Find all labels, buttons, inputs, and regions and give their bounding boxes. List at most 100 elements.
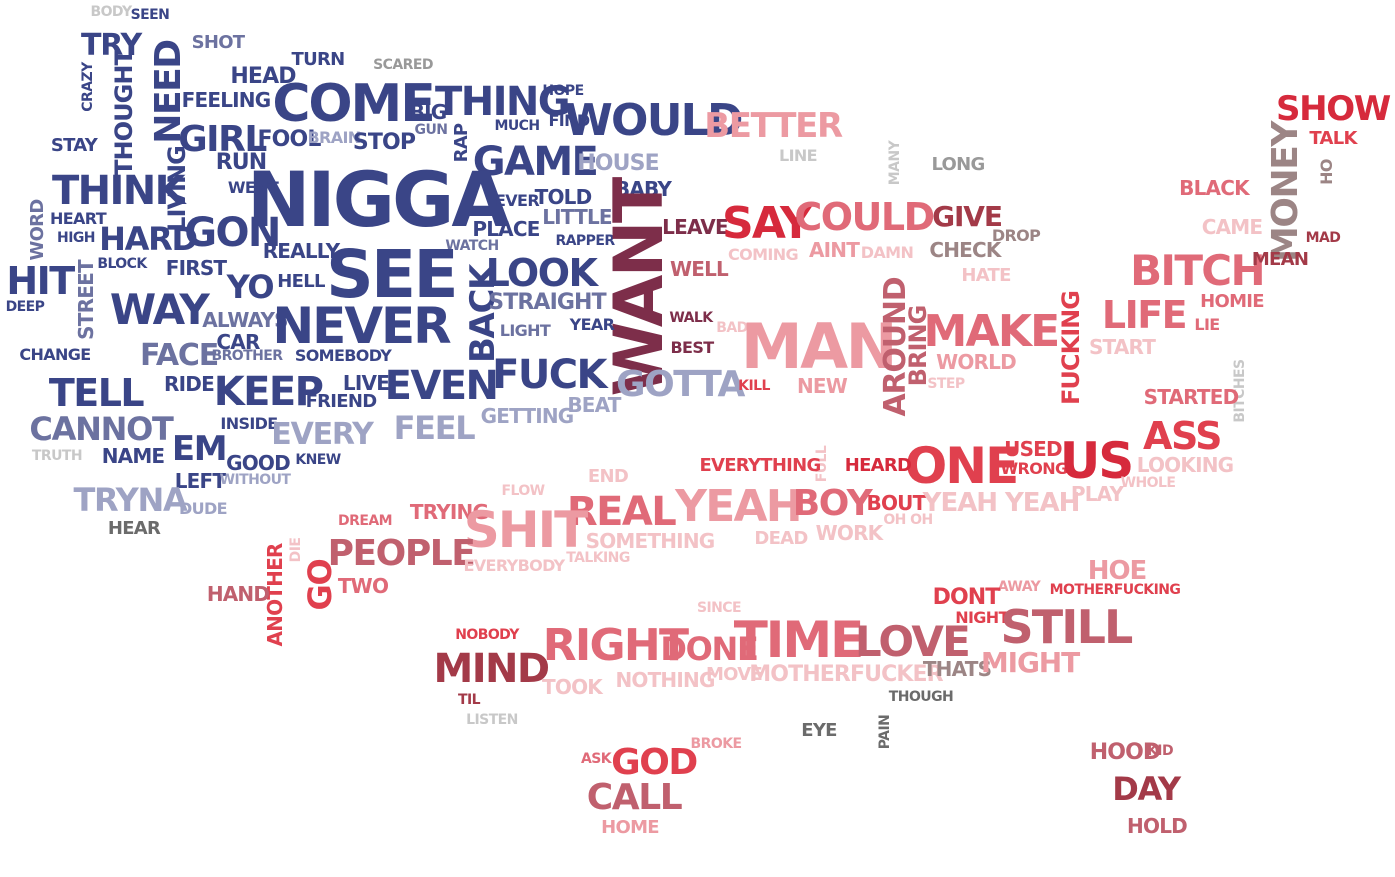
word-whole: WHOLE <box>1120 475 1176 491</box>
word-night: NIGHT <box>955 608 1009 627</box>
word-car: CAR <box>216 330 260 354</box>
word-cannot: CANNOT <box>29 410 173 448</box>
word-told: TOLD <box>534 185 593 209</box>
word-work: WORK <box>815 521 884 545</box>
word-world: WORLD <box>936 350 1017 374</box>
word-motherfucker: MOTHERFUCKER <box>749 662 943 687</box>
word-say: SAY <box>721 198 812 249</box>
word-feel: FEEL <box>393 409 476 447</box>
word-new: NEW <box>796 374 848 398</box>
word-black: BLACK <box>1179 176 1249 200</box>
word-shot: SHOT <box>191 32 245 53</box>
word-many: MANY <box>887 140 903 186</box>
word-away: AWAY <box>997 579 1041 595</box>
word-head: HEAD <box>230 64 296 89</box>
word-feeling: FEELING <box>181 88 272 112</box>
word-heard: HEARD <box>844 455 912 476</box>
word-thats: THATS <box>922 657 992 681</box>
word-coming: COMING <box>728 245 799 264</box>
word-always: ALWAYS <box>202 308 288 332</box>
word-beat: BEAT <box>567 393 621 417</box>
word-make: MAKE <box>923 306 1061 357</box>
word-day: DAY <box>1112 770 1181 808</box>
word-thing: THING <box>435 79 571 125</box>
word-hard: HARD <box>99 220 198 258</box>
word-came: CAME <box>1201 215 1263 239</box>
word-aint: AINT <box>808 238 860 262</box>
word-show: SHOW <box>1276 89 1391 129</box>
word-walk: WALK <box>669 310 713 326</box>
word-something: SOMETHING <box>585 529 716 553</box>
word-street: STREET <box>74 260 98 340</box>
word-see: SEE <box>326 236 458 313</box>
word-could: COULD <box>794 195 935 239</box>
word-gotta: GOTTA <box>616 364 745 405</box>
word-tryna: TRYNA <box>73 481 187 519</box>
word-better: BETTER <box>704 106 843 146</box>
word-fucking: FUCKING <box>1057 290 1085 406</box>
word-getting: GETTING <box>480 404 575 428</box>
word-fool: FOOL <box>257 127 322 152</box>
word-think: THINK <box>51 168 186 214</box>
word-yo: YO <box>226 268 275 306</box>
word-good: GOOD <box>226 451 291 475</box>
word-brain: BRAIN <box>307 128 361 147</box>
word-broke: BROKE <box>690 736 743 752</box>
word-would: WOULD <box>564 95 743 146</box>
word-truth: TRUTH <box>31 448 83 464</box>
word-though: THOUGH <box>888 689 954 705</box>
word-tell: TELL <box>48 371 145 415</box>
word-name: NAME <box>101 444 165 468</box>
word-watch: WATCH <box>445 238 499 254</box>
word-heart: HEART <box>49 209 107 228</box>
word-went: WENT <box>227 178 279 197</box>
word-eye: EYE <box>801 720 837 741</box>
word-listen: LISTEN <box>466 712 518 728</box>
word-dream: DREAM <box>338 513 392 529</box>
word-started: STARTED <box>1143 385 1240 409</box>
word-somebody: SOMEBODY <box>294 346 392 365</box>
word-straight: STRAIGHT <box>488 290 606 315</box>
word-bad: BAD <box>716 320 748 336</box>
word-mean: MEAN <box>1251 249 1309 270</box>
word-done: DONE <box>660 630 759 668</box>
word-til: TIL <box>458 692 481 708</box>
word-looking: LOOKING <box>1136 453 1234 477</box>
word-come: COME <box>272 74 435 134</box>
word-start: START <box>1088 335 1156 359</box>
word-everything: EVERYTHING <box>699 455 821 476</box>
word-scared: SCARED <box>373 57 433 73</box>
word-hit: HIT <box>6 259 75 303</box>
word-line: LINE <box>779 146 818 165</box>
word-hell: HELL <box>277 271 325 292</box>
word-rapper: RAPPER <box>555 233 615 249</box>
word-live: LIVE <box>342 371 390 395</box>
word-real: REAL <box>566 489 677 535</box>
word-seen: SEEN <box>130 7 170 23</box>
word-love: LOVE <box>854 617 971 666</box>
word-bitch: BITCH <box>1130 246 1266 295</box>
word-game: GAME <box>472 139 599 185</box>
word-even: EVEN <box>384 363 499 409</box>
word-keep: KEEP <box>213 369 324 415</box>
word-people: PEOPLE <box>327 533 476 574</box>
word-hate: HATE <box>961 265 1011 286</box>
word-god: GOD <box>611 742 698 783</box>
word-damn: DAMN <box>860 243 914 262</box>
word-try: TRY <box>80 28 142 63</box>
word-dont: DONT <box>932 585 1001 610</box>
word-ever: EVER <box>494 191 540 210</box>
word-play: PLAY <box>1070 482 1124 506</box>
word-ride: RIDE <box>164 372 215 396</box>
word-right: RIGHT <box>542 620 689 671</box>
word-house: HOUSE <box>577 151 659 176</box>
word-took: TOOK <box>542 675 603 699</box>
word-end: END <box>587 466 629 487</box>
word-baby: BABY <box>614 177 672 201</box>
word-us: US <box>1059 432 1135 490</box>
word-best: BEST <box>670 338 714 357</box>
word-two: TWO <box>337 574 389 598</box>
word-hope: HOPE <box>542 83 584 99</box>
word-lie: LIE <box>1194 315 1220 334</box>
word-wrong: WRONG <box>1000 459 1069 478</box>
